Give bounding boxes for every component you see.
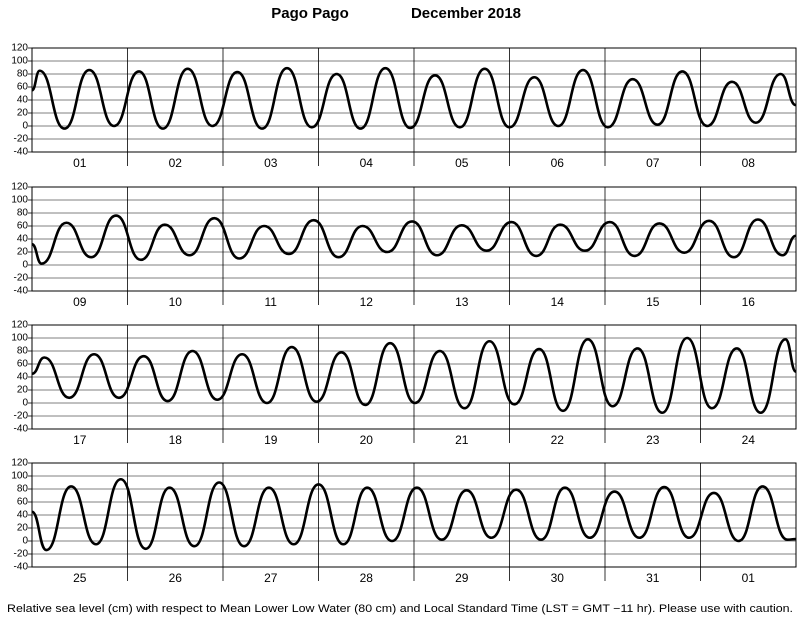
y-tick-label: -20 [14, 273, 29, 284]
plot-frame [31, 462, 797, 568]
y-tick-label: -20 [14, 549, 29, 560]
x-tick-label: 03 [264, 156, 278, 170]
y-tick-label: 80 [17, 346, 29, 357]
x-tick-label: 11 [265, 295, 278, 309]
y-tick-label: 20 [17, 108, 29, 119]
x-tick-label: 08 [742, 156, 756, 170]
x-tick-label: 05 [455, 156, 469, 170]
x-tick-label: 17 [73, 433, 87, 447]
x-tick-label: 06 [551, 156, 565, 170]
y-tick-label: 0 [22, 260, 28, 271]
plot-frame [31, 186, 797, 292]
y-tick-label: 0 [22, 398, 28, 409]
y-tick-label: 80 [17, 69, 29, 80]
y-tick-label: 0 [22, 121, 28, 132]
tide-line [31, 214, 797, 265]
x-tick-label: 20 [360, 433, 374, 447]
title-location: Pago Pago [271, 5, 349, 22]
x-tick-label: 10 [169, 295, 183, 309]
x-tick-label: 04 [360, 156, 374, 170]
x-tick-label: 29 [455, 571, 469, 585]
x-tick-label: 22 [551, 433, 565, 447]
y-tick-label: 100 [11, 333, 28, 344]
y-tick-label: -40 [14, 424, 29, 435]
y-tick-label: 80 [17, 208, 29, 219]
x-tick-label: 31 [646, 571, 660, 585]
plot-frame [31, 324, 797, 430]
x-tick-label: 23 [646, 433, 660, 447]
y-tick-label: 20 [17, 523, 29, 534]
y-tick-label: 100 [11, 195, 28, 206]
y-tick-label: -40 [14, 147, 29, 158]
x-tick-label: 13 [455, 295, 469, 309]
y-tick-label: 0 [22, 536, 28, 547]
x-tick-label: 14 [551, 295, 565, 309]
y-tick-label: 60 [17, 497, 29, 508]
y-tick-label: 40 [17, 510, 29, 521]
x-tick-label: 12 [360, 295, 374, 309]
y-tick-label: 60 [17, 359, 29, 370]
y-tick-label: -20 [14, 411, 29, 422]
x-tick-label: 27 [264, 571, 278, 585]
y-tick-label: 40 [17, 372, 29, 383]
y-tick-label: -40 [14, 286, 29, 297]
y-tick-label: 120 [11, 458, 28, 469]
x-tick-label: 24 [742, 433, 756, 447]
y-tick-label: 120 [11, 182, 28, 193]
plot-frame [31, 47, 797, 153]
tide-line [31, 477, 797, 552]
y-tick-label: 60 [17, 82, 29, 93]
y-tick-label: 80 [17, 484, 29, 495]
tide-line [31, 336, 798, 415]
y-tick-label: 40 [17, 95, 29, 106]
y-tick-label: 60 [17, 221, 29, 232]
x-tick-label: 07 [646, 156, 660, 170]
title-period: December 2018 [411, 5, 521, 22]
tide-line [31, 66, 797, 130]
x-tick-label: 09 [73, 295, 87, 309]
x-tick-label: 19 [264, 433, 278, 447]
y-tick-label: 20 [17, 385, 29, 396]
x-tick-label: 26 [169, 571, 183, 585]
x-tick-label: 25 [73, 571, 87, 585]
y-tick-label: 40 [17, 234, 29, 245]
y-tick-label: 120 [11, 320, 28, 331]
x-tick-label: 21 [455, 433, 469, 447]
y-tick-label: 120 [11, 43, 28, 54]
x-tick-label: 16 [742, 295, 756, 309]
x-tick-label: 02 [169, 156, 183, 170]
y-tick-label: -40 [14, 562, 29, 573]
y-tick-label: 100 [11, 471, 28, 482]
footer-note: Relative sea level (cm) with respect to … [7, 603, 793, 615]
y-tick-label: 20 [17, 247, 29, 258]
x-tick-label: 30 [551, 571, 565, 585]
x-tick-label: 28 [360, 571, 374, 585]
x-tick-label: 01 [73, 156, 87, 170]
x-tick-label: 15 [646, 295, 660, 309]
y-tick-label: -20 [14, 134, 29, 145]
y-tick-label: 100 [11, 56, 28, 67]
x-tick-label: 01 [742, 571, 756, 585]
x-tick-label: 18 [169, 433, 183, 447]
